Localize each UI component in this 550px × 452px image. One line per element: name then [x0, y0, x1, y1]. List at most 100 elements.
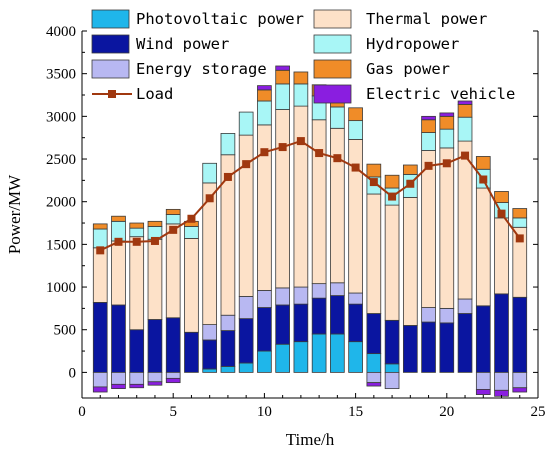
- load-point-14: [333, 154, 342, 163]
- bar-wind-power-19: [421, 321, 436, 373]
- load-point-19: [424, 161, 433, 170]
- bar-wind-power-21: [457, 313, 473, 373]
- legend: Photovoltaic power Wind power Energy stora…: [91, 9, 515, 104]
- bar-hydropower-6: [184, 226, 199, 239]
- bar-hydropower-7: [202, 162, 218, 184]
- load-point-18: [406, 179, 415, 188]
- bar-energy-storage-9: [238, 296, 254, 320]
- y-axis-title: Power/MW: [5, 174, 24, 254]
- bar-energy-storage-11: [275, 287, 290, 306]
- bar-gas-power-22: [475, 156, 491, 170]
- bar-thermal-power-23: [494, 217, 509, 295]
- legend-label-energy-storage: Energy storage: [136, 60, 267, 78]
- bar-thermal-power-1: [92, 247, 108, 303]
- bar-gas-power-19: [421, 119, 436, 133]
- legend-label-hydropower: Hydropower: [366, 35, 459, 53]
- load-point-3: [132, 237, 141, 246]
- load-point-4: [150, 236, 159, 245]
- bar-electric-vehicle-24: [512, 387, 528, 393]
- bar-hydropower-9: [238, 111, 254, 136]
- load-point-23: [497, 209, 506, 218]
- bar-gas-power-23: [494, 191, 509, 203]
- bar-thermal-power-17: [384, 204, 400, 321]
- bar-energy-storage-12: [293, 286, 309, 305]
- bar-gas-power-24: [512, 208, 528, 219]
- load-point-17: [388, 192, 397, 201]
- x-tick-label-5: 5: [169, 404, 177, 420]
- bar-wind-power-23: [494, 293, 509, 373]
- bar-wind-power-16: [366, 313, 382, 355]
- load-point-20: [442, 159, 451, 168]
- bar-photovoltaic-power-10: [257, 350, 272, 373]
- axes-layer: 0 500 1000 1500 2000 2500 3000 3500 4000 0 5 10 15 20…: [5, 24, 546, 449]
- bar-wind-power-2: [111, 304, 126, 373]
- bar-hydropower-12: [293, 83, 309, 107]
- load-point-10: [260, 148, 269, 157]
- bar-gas-power-18: [402, 164, 418, 175]
- load-point-8: [223, 172, 232, 181]
- bar-thermal-power-9: [238, 134, 254, 297]
- bar-photovoltaic-power-16: [366, 353, 382, 373]
- bar-electric-vehicle-22: [475, 389, 491, 395]
- bar-gas-power-16: [366, 163, 382, 178]
- bar-photovoltaic-power-8: [220, 366, 236, 373]
- legend-label-thermal-power: Thermal power: [366, 10, 487, 28]
- bar-electric-vehicle-5: [165, 377, 181, 384]
- legend-label-gas-power: Gas power: [366, 60, 450, 78]
- bar-wind-power-4: [147, 319, 163, 373]
- bar-hydropower-8: [220, 133, 236, 156]
- bar-thermal-power-12: [293, 105, 309, 288]
- bar-gas-power-15: [348, 107, 363, 122]
- load-point-1: [96, 246, 105, 255]
- load-point-22: [479, 175, 488, 184]
- bar-wind-power-15: [348, 303, 363, 343]
- bar-hydropower-19: [421, 132, 436, 151]
- bar-energy-storage-19: [421, 307, 436, 323]
- bar-energy-storage-20: [439, 307, 455, 324]
- legend-label-load: Load: [136, 85, 173, 103]
- bar-gas-power-10: [257, 89, 272, 102]
- legend-swatch-hydropower: [313, 34, 352, 54]
- bar-energy-storage-8: [220, 314, 236, 331]
- load-point-16: [369, 178, 378, 187]
- bar-gas-power-21: [457, 104, 473, 118]
- bar-hydropower-5: [165, 214, 181, 225]
- bar-energy-storage-5: [165, 371, 181, 379]
- bar-thermal-power-2: [111, 240, 126, 306]
- x-tick-label-0: 0: [78, 404, 86, 420]
- bar-hydropower-20: [439, 128, 455, 149]
- bar-thermal-power-6: [184, 237, 199, 333]
- bar-wind-power-10: [257, 307, 272, 352]
- y-tick-label-4000: 4000: [46, 24, 76, 40]
- bar-energy-storage-14: [330, 282, 345, 296]
- bar-energy-storage-21: [457, 298, 473, 314]
- bar-thermal-power-5: [165, 223, 181, 319]
- legend-label-photovoltaic-power: Photovoltaic power: [136, 10, 304, 28]
- y-tick-label-0: 0: [69, 365, 77, 381]
- bar-electric-vehicle-1: [92, 386, 108, 393]
- bar-energy-storage-16: [366, 371, 382, 384]
- bar-electric-vehicle-11: [275, 65, 290, 71]
- bar-energy-storage-17: [384, 371, 400, 390]
- bar-wind-power-22: [475, 305, 491, 373]
- bar-thermal-power-15: [348, 138, 363, 294]
- bar-energy-storage-15: [348, 292, 363, 305]
- y-tick-label-2000: 2000: [46, 195, 76, 211]
- legend-swatch-electric-vehicle: [313, 84, 352, 104]
- bar-energy-storage-2: [111, 371, 126, 385]
- bar-wind-power-12: [293, 303, 309, 343]
- bar-photovoltaic-power-15: [348, 341, 363, 373]
- bar-energy-storage-24: [512, 371, 528, 389]
- x-tick-label-20: 20: [439, 404, 454, 420]
- load-line-layer: [96, 137, 524, 255]
- bar-wind-power-11: [275, 304, 290, 345]
- load-point-9: [242, 160, 251, 169]
- bar-thermal-power-18: [402, 197, 418, 326]
- bar-energy-storage-10: [257, 290, 272, 308]
- legend-label-electric-vehicle: Electric vehicle: [366, 85, 515, 103]
- bar-wind-power-3: [129, 329, 145, 373]
- bar-wind-power-18: [402, 325, 418, 373]
- bar-electric-vehicle-4: [147, 381, 163, 386]
- y-tick-label-2500: 2500: [46, 152, 76, 168]
